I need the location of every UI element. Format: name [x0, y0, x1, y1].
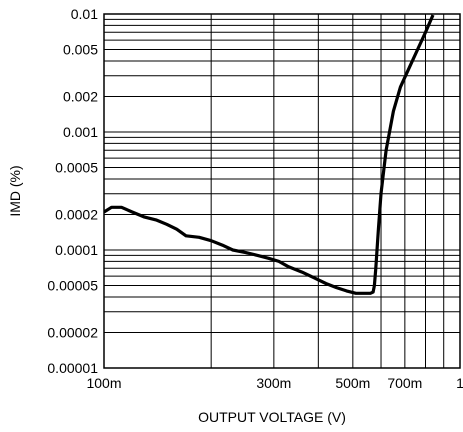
x-axis-title: OUTPUT VOLTAGE (V)	[198, 409, 346, 425]
x-tick-label: 1	[456, 375, 463, 391]
y-tick-label: 0.0001	[55, 242, 98, 258]
x-tick-label: 100m	[86, 375, 121, 391]
y-tick-label: 0.002	[63, 88, 98, 104]
x-tick-label: 300m	[256, 375, 291, 391]
y-tick-label: 0.005	[63, 42, 98, 58]
y-tick-label: 0.01	[71, 6, 98, 22]
series-layer	[104, 14, 435, 295]
x-tick-labels: 100m 300m 500m 700m 1	[86, 375, 463, 391]
x-tick-label: 500m	[335, 375, 370, 391]
grid	[104, 14, 460, 368]
y-tick-labels: 0.01 0.005 0.002 0.001 0.0005 0.0002 0.0001 0.0…	[47, 6, 98, 376]
y-tick-label: 0.00001	[47, 360, 98, 376]
plot-frame	[103, 13, 461, 369]
x-tick-label: 700m	[387, 375, 422, 391]
y-tick-label: 0.0005	[55, 160, 98, 176]
imd-curve	[104, 14, 435, 295]
y-tick-label: 0.00002	[47, 324, 98, 340]
y-tick-label: 0.0002	[55, 206, 98, 222]
y-tick-label: 0.00005	[47, 278, 98, 294]
y-axis-title: IMD (%)	[7, 165, 23, 216]
y-tick-label: 0.001	[63, 124, 98, 140]
